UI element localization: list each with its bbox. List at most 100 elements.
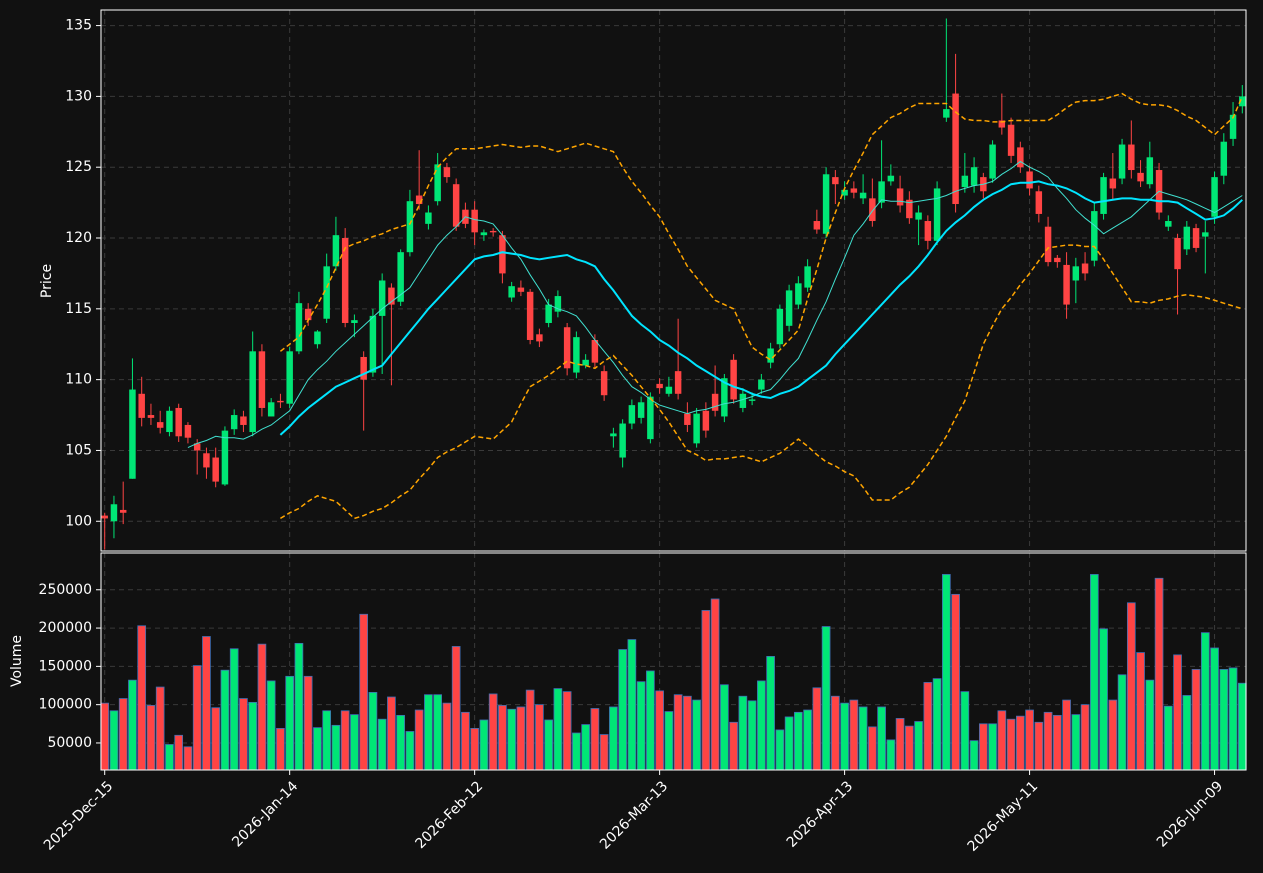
volume-bar [174,734,184,771]
candle-body [961,175,969,188]
candle-body [906,199,913,219]
candle-body [323,266,330,319]
volume-bar [387,696,396,771]
volume-bar [895,718,905,771]
candle-body [341,238,349,323]
volume-bar [294,642,304,771]
candle-body [776,308,784,345]
candle-body [758,379,765,390]
y-tick-label: 50000 [47,735,92,751]
candle-body [1220,141,1228,176]
candle-body [397,252,404,302]
volume-bar [516,706,526,771]
candle-body [1137,172,1144,182]
volume-bar [775,729,785,771]
y-tick-label: 135 [65,18,92,34]
candle-body [859,192,867,199]
volume-bar [997,710,1007,771]
candle-body [508,286,515,298]
candle-body [425,212,432,224]
volume-bar [1062,699,1071,771]
volume-bar [729,721,738,771]
volume-bar [1154,577,1164,771]
volume-bar [877,706,886,771]
volume-bar [590,708,600,771]
volume-bar [211,707,221,771]
volume-bar [229,648,239,771]
y-tick-label: 110 [65,372,92,388]
candle-body [267,402,275,417]
volume-bar [932,678,942,771]
volume-bar [794,711,803,771]
candle-body [360,356,367,380]
candle-body [489,230,497,233]
candle-body [1044,226,1052,263]
y-tick-label: 125 [65,159,92,175]
candle-body [850,188,858,193]
y-tick-label: 100 [65,513,92,529]
volume-bar [840,702,849,771]
volume-bar [951,593,960,771]
volume-bar [673,694,683,771]
candle-body [1146,157,1154,185]
candle-body [480,232,488,236]
candle-body [129,389,136,479]
candle-body [1100,177,1107,214]
volume-bar [220,669,230,771]
y-tick-label: 120 [65,230,92,246]
candle-body [166,410,173,433]
candle-body [684,413,691,425]
volume-bar [303,675,313,771]
candle-body [536,334,543,342]
volume-bar [747,700,757,771]
volume-bar [451,646,461,771]
volume-bar [683,695,692,771]
candle-body [1165,221,1172,227]
volume-bar [868,726,877,771]
volume-bar [1034,721,1044,771]
indicator-line [279,92,1243,361]
volume-bar [109,710,119,771]
candle-body [378,280,386,316]
candle-body [915,212,922,220]
candle-body [748,399,756,401]
candle-body [332,235,340,267]
candle-body [147,415,155,418]
volume-bar [1219,669,1229,771]
candle-body [563,327,571,369]
volume-bar [507,708,516,771]
volume-bar [942,574,951,771]
volume-bar [377,718,387,771]
candle-body [998,120,1006,128]
candle-body [970,167,978,186]
volume-bar [331,724,341,771]
candle-body [258,351,266,408]
volume-bar [581,724,590,771]
volume-bar [599,734,609,771]
candle-body [304,308,312,321]
candle-body [1017,147,1024,168]
volume-bar [1071,714,1081,771]
candle-body [138,393,145,418]
volume-bar [757,680,766,771]
volume-bar [1237,682,1247,771]
volume-bar [137,625,147,771]
volume-bar [118,698,128,771]
volume-bar [572,732,581,771]
volume-bar [803,709,812,771]
candle-body [1128,144,1135,171]
candle-body [388,287,395,305]
candle-body [702,410,710,431]
candle-body [933,188,941,241]
volume-bar [923,682,933,771]
volume-bar [1191,669,1201,771]
volume-bar [257,643,267,771]
y-tick-label: 200000 [39,620,92,636]
candle-body [730,359,737,400]
volume-bar [720,684,729,771]
volume-bar [1108,699,1118,771]
volume-bar [609,706,618,771]
price-frame [100,9,1247,552]
candle-body [295,303,303,352]
